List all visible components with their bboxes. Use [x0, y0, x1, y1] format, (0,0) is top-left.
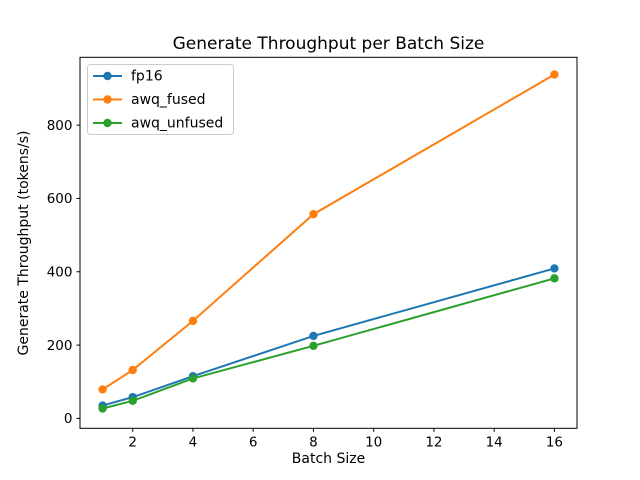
- data-point-awq_fused: [309, 210, 318, 219]
- data-point-awq_unfused: [128, 396, 137, 406]
- x-tick-label: 10: [365, 434, 382, 450]
- legend-box: [87, 64, 234, 135]
- x-axis-label: Batch Size: [292, 451, 365, 467]
- legend-marker-awq-fused: [103, 95, 112, 104]
- y-tick-label: 400: [47, 265, 73, 281]
- legend-label-awq-unfused: awq_unfused: [131, 116, 223, 132]
- y-tick-label: 200: [47, 338, 73, 354]
- y-tick-label: 800: [47, 118, 73, 134]
- data-point-fp16: [550, 264, 559, 273]
- data-point-awq_fused: [98, 385, 107, 394]
- x-tick-label: 14: [486, 434, 503, 450]
- x-tick-label: 12: [425, 434, 442, 450]
- series-line-awq_unfused: [101, 277, 556, 410]
- data-point-awq_fused: [550, 70, 559, 79]
- data-point-awq_unfused: [98, 404, 107, 413]
- legend-marker-awq-unfused: [103, 118, 112, 128]
- axes-ticks: 2 4 6 8 10 12 14 16 0 200 400 600 800: [47, 118, 563, 450]
- data-point-awq_unfused: [550, 274, 559, 283]
- data-point-fp16: [309, 331, 318, 341]
- chart-title: Generate Throughput per Batch Size: [173, 34, 485, 54]
- legend-label-fp16: fp16: [131, 69, 163, 85]
- data-point-awq_fused: [188, 316, 198, 326]
- legend-marker-fp16: [103, 71, 112, 81]
- x-tick-label: 2: [128, 434, 137, 450]
- data-point-awq_fused: [128, 365, 137, 375]
- series-line-fp16: [101, 267, 556, 407]
- axes-frame: [79, 56, 578, 429]
- data-point-awq_unfused: [309, 341, 318, 351]
- y-tick-label: 600: [47, 191, 73, 207]
- y-axis-label: Generate Throughput (tokens/s): [16, 131, 32, 356]
- x-tick-label: 6: [249, 434, 258, 450]
- legend: fp16 awq_fused awq_unfused: [87, 64, 234, 135]
- x-tick-label: 8: [309, 434, 318, 450]
- plot-series: [98, 70, 559, 413]
- x-tick-label: 4: [189, 434, 198, 450]
- legend-label-awq-fused: awq_fused: [131, 92, 206, 108]
- x-tick-label: 16: [546, 434, 563, 450]
- data-point-awq_unfused: [188, 374, 198, 383]
- y-tick-label: 0: [64, 411, 73, 427]
